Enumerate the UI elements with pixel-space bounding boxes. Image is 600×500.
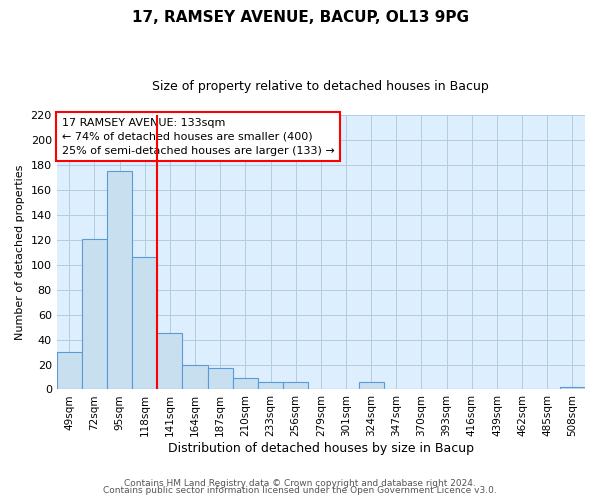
Bar — [82, 238, 107, 390]
Bar — [132, 257, 157, 390]
Bar — [258, 382, 283, 390]
Bar — [560, 387, 585, 390]
X-axis label: Distribution of detached houses by size in Bacup: Distribution of detached houses by size … — [168, 442, 474, 455]
Text: 17, RAMSEY AVENUE, BACUP, OL13 9PG: 17, RAMSEY AVENUE, BACUP, OL13 9PG — [131, 10, 469, 25]
Text: 17 RAMSEY AVENUE: 133sqm
← 74% of detached houses are smaller (400)
25% of semi-: 17 RAMSEY AVENUE: 133sqm ← 74% of detach… — [62, 118, 335, 156]
Bar — [157, 334, 182, 390]
Bar — [182, 364, 208, 390]
Bar — [359, 382, 384, 390]
Bar — [107, 171, 132, 390]
Bar — [233, 378, 258, 390]
Title: Size of property relative to detached houses in Bacup: Size of property relative to detached ho… — [152, 80, 489, 93]
Bar — [208, 368, 233, 390]
Y-axis label: Number of detached properties: Number of detached properties — [15, 164, 25, 340]
Bar — [56, 352, 82, 390]
Bar — [283, 382, 308, 390]
Text: Contains HM Land Registry data © Crown copyright and database right 2024.: Contains HM Land Registry data © Crown c… — [124, 478, 476, 488]
Text: Contains public sector information licensed under the Open Government Licence v3: Contains public sector information licen… — [103, 486, 497, 495]
